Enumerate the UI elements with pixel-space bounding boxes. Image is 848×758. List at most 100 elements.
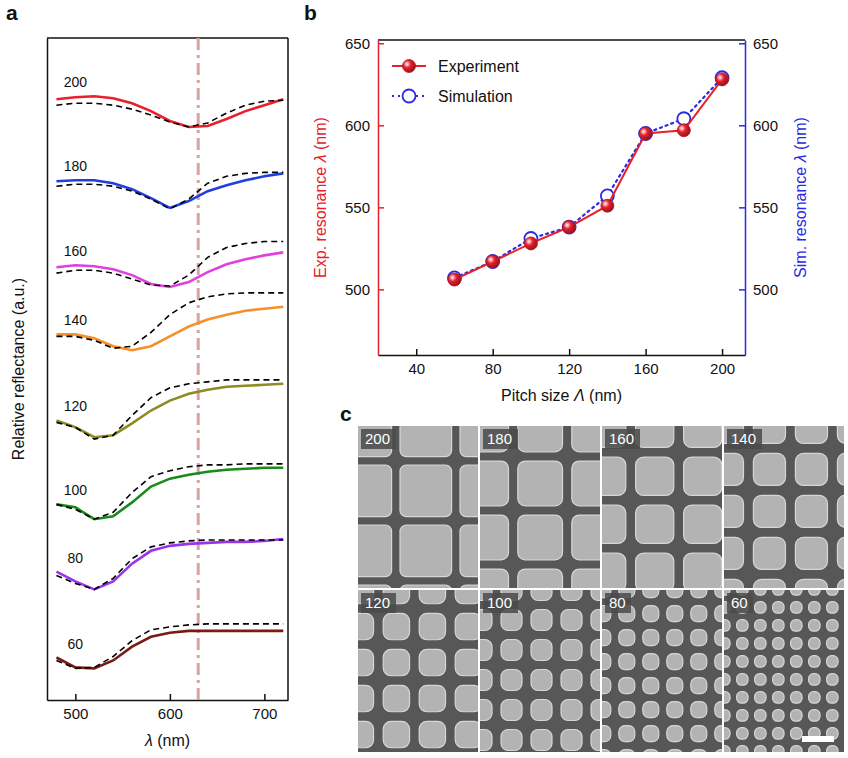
tick-label: 550 [753,199,778,216]
label-patch [361,593,396,613]
nanostructure [400,426,452,457]
tick: 500 [345,281,384,298]
y-axis-title: Exp. resonance λ (nm) [312,117,329,278]
series-line [454,78,722,278]
nanostructure [809,674,820,685]
nanostructure [691,678,707,694]
panel-a: 5006007002001801601401201008060λ (nm)Rel… [6,1,289,749]
measured-curve [56,539,283,589]
tick-label: 500 [345,281,370,298]
nanostructure [755,728,766,739]
nanostructure [737,620,748,631]
label-patch [361,429,396,449]
data-point [524,237,537,250]
nanostructure [691,750,707,752]
nanostructure [724,674,730,685]
tick: 40 [408,349,425,377]
nanostructure [591,610,600,631]
y-axis [47,39,48,701]
nanostructure [667,606,683,622]
x-axis-title: λ (nm) [144,732,190,749]
nanostructure [715,678,722,694]
micrograph-image [358,590,478,752]
data-point [563,221,576,234]
nanostructure [383,649,409,675]
nanostructure [419,590,445,604]
tick: 550 [345,199,384,216]
nanostructure [827,746,838,752]
data-point [677,124,690,137]
nanostructure [400,525,452,577]
nanostructure [419,649,445,675]
micrograph-background [724,590,844,752]
nanostructure [643,630,659,646]
nanostructure [572,426,600,452]
data-point [448,273,461,286]
nanostructure [753,579,785,588]
nanostructure [753,453,785,485]
nanostructure [480,569,509,588]
nanostructure [531,730,552,751]
nanostructure [619,702,635,718]
tick-mark [739,125,745,127]
tick-label: 600 [158,705,183,722]
nanostructure [715,606,722,622]
tick: 120 [557,349,582,377]
nanostructure [358,525,392,577]
tick-label: 500 [753,281,778,298]
text-run: λ [144,732,153,749]
tick-label: 80 [485,360,502,377]
legend-label: Simulation [438,88,513,105]
tick-label: 600 [345,117,370,134]
x-axis: 4080120160200 [379,349,746,377]
nanostructure [619,654,635,670]
nanostructure [737,728,748,739]
nanostructure [419,685,445,711]
nanostructure [501,730,522,751]
nanostructure [724,692,730,703]
nanostructure [691,702,707,718]
nanostructure [643,726,659,742]
nanostructure [755,638,766,649]
nanostructure [724,656,730,667]
tick: 160 [634,349,659,377]
text-run: Relative reflectance (a.u.) [10,278,27,460]
x-axis: 500600700 [48,694,289,722]
tick-mark [722,349,724,355]
nanostructure [643,750,659,752]
nanostructure [400,465,452,517]
nanostructure [643,678,659,694]
measured-curve [56,307,283,350]
nanostructure [724,728,730,739]
micrograph-background [602,590,722,752]
label-patch [605,593,631,613]
y-axis-line [378,41,380,356]
panel-c: 2001801601401201008060c [340,402,848,758]
nanostructure [480,461,509,506]
nanostructure [795,579,827,588]
x-axis-line [379,355,746,357]
micrograph: 80 [595,582,731,758]
nanostructure [619,630,635,646]
micrograph-label: 140 [731,430,756,447]
curve-label: 180 [64,158,88,174]
nanostructure [455,649,478,675]
nanostructure [602,726,611,742]
nanostructure [773,746,784,752]
nanostructure [643,606,659,622]
nanostructure [358,465,392,517]
text-run: Λ [573,387,585,404]
nanostructure [591,730,600,751]
tick-label: 120 [557,360,582,377]
nanostructure [827,656,838,667]
nanostructure [684,426,722,447]
panel-letter: a [6,1,18,24]
nanostructure [715,726,722,742]
nanostructure [809,710,820,721]
nanostructure [636,457,674,495]
nanostructure [455,721,478,747]
tick-mark [378,207,384,209]
nanostructure [773,692,784,703]
nanostructure [460,465,478,517]
nanostructure [591,700,600,721]
